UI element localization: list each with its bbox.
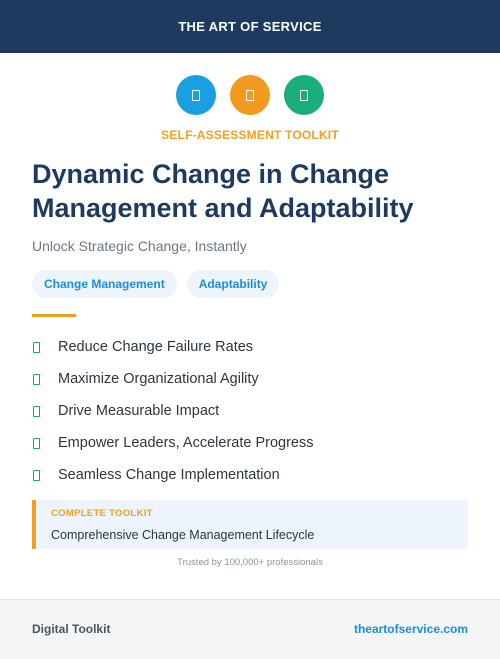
tag-change-management[interactable]: Change Management xyxy=(32,270,177,298)
placeholder-icon xyxy=(192,89,200,101)
check-icon xyxy=(33,341,40,353)
tag-list: Change Management Adaptability xyxy=(32,270,280,298)
footer-bar: Digital Toolkit theartofservice.com xyxy=(0,599,500,659)
check-icon xyxy=(33,469,40,481)
tag-adaptability[interactable]: Adaptability xyxy=(186,270,280,298)
benefit-text: Reduce Change Failure Rates xyxy=(58,339,254,355)
brand-name: THE ART OF SERVICE xyxy=(178,19,322,34)
benefit-text: Drive Measurable Impact xyxy=(58,403,220,419)
callout-label: COMPLETE TOOLKIT xyxy=(51,508,153,519)
subtitle: Unlock Strategic Change, Instantly xyxy=(32,238,247,254)
benefit-item: Drive Measurable Impact xyxy=(32,395,314,427)
placeholder-icon xyxy=(300,89,308,101)
trusted-note: Trusted by 100,000+ professionals xyxy=(177,557,323,568)
benefit-item: Empower Leaders, Accelerate Progress xyxy=(32,427,314,459)
icon-row xyxy=(0,75,500,115)
header-bar: THE ART OF SERVICE xyxy=(0,0,500,53)
page-title: Dynamic Change in Change Management and … xyxy=(32,159,414,223)
benefit-item: Seamless Change Implementation xyxy=(32,459,314,491)
toolkit-callout: COMPLETE TOOLKIT Comprehensive Change Ma… xyxy=(32,500,468,549)
benefit-text: Seamless Change Implementation xyxy=(58,467,280,483)
icon-circle-green xyxy=(284,75,324,115)
benefit-text: Maximize Organizational Agility xyxy=(58,371,259,387)
icon-circle-blue xyxy=(176,75,216,115)
footer-website-link[interactable]: theartofservice.com xyxy=(353,622,468,636)
check-icon xyxy=(33,405,40,417)
benefit-list: Reduce Change Failure Rates Maximize Org… xyxy=(32,331,314,491)
kicker-label: SELF-ASSESSMENT TOOLKIT xyxy=(161,128,339,142)
placeholder-icon xyxy=(246,89,254,101)
check-icon xyxy=(33,373,40,385)
check-icon xyxy=(33,437,40,449)
benefit-item: Maximize Organizational Agility xyxy=(32,363,314,395)
accent-divider xyxy=(32,314,76,317)
benefit-item: Reduce Change Failure Rates xyxy=(32,331,314,363)
footer-label: Digital Toolkit xyxy=(32,622,111,636)
callout-value: Comprehensive Change Management Lifecycl… xyxy=(51,528,315,542)
icon-circle-orange xyxy=(230,75,270,115)
benefit-text: Empower Leaders, Accelerate Progress xyxy=(58,435,314,451)
